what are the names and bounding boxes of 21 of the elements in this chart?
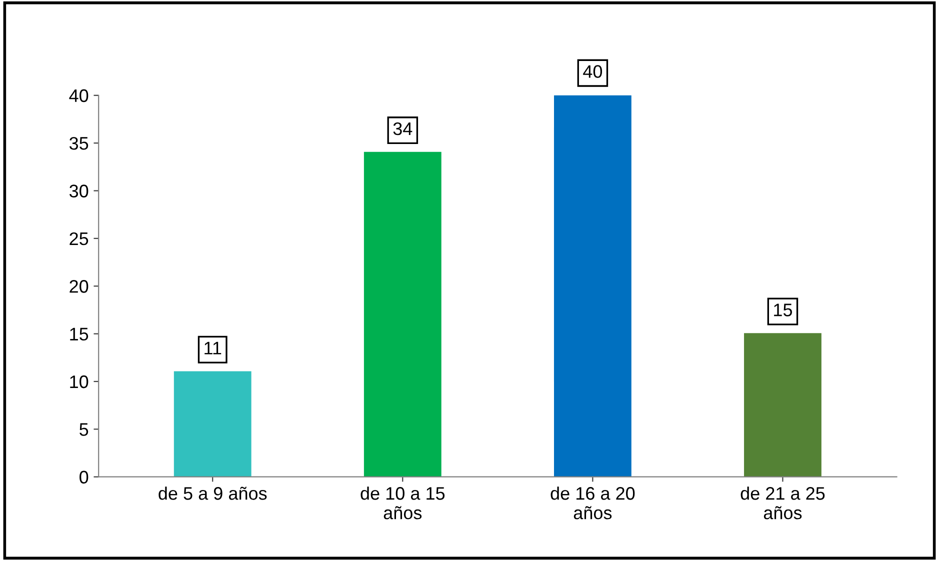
y-tick-label: 40 [69,89,88,102]
y-tick-label: 35 [69,136,88,150]
bar [744,333,822,477]
data-label: 40 [583,65,602,78]
data-label: 34 [393,122,412,136]
data-label: 15 [774,304,792,316]
y-tick-label: 15 [70,328,88,341]
y-tick-label: 0 [80,470,88,484]
y-tick-label: 25 [70,232,88,246]
y-tick-label: 5 [80,423,88,436]
x-tick-label: de 5 a 9 años [158,486,267,500]
bar [364,152,442,477]
y-tick-label: 10 [70,375,88,388]
bar [554,95,632,477]
data-label: 11 [204,342,222,354]
x-tick-label: de 10 a 15 años [360,486,445,520]
bar [174,371,252,477]
x-tick-label: de 21 a 25 años [740,486,825,520]
y-tick-label: 30 [69,184,88,198]
x-tick-label: de 16 a 20 años [550,486,635,520]
y-tick-label: 20 [70,280,88,293]
